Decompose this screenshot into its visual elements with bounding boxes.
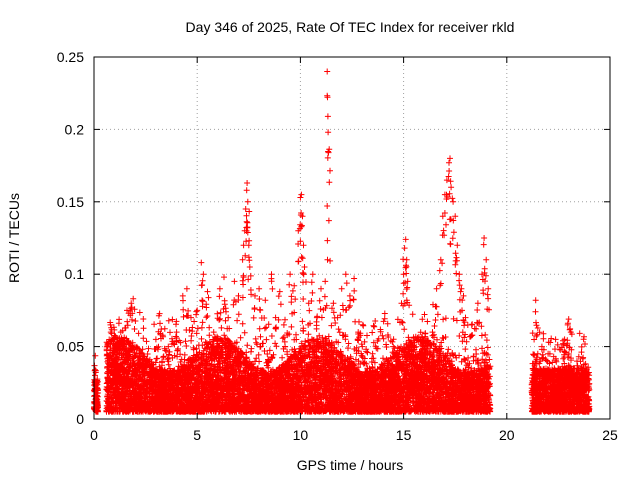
grid-lines	[94, 57, 610, 419]
y-tick-label: 0.15	[57, 194, 84, 210]
y-tick-label: 0.05	[57, 339, 84, 355]
chart-title: Day 346 of 2025, Rate Of TEC Index for r…	[186, 19, 515, 35]
x-tick-labels: 0 5 10 15 20 25	[90, 427, 618, 443]
x-axis-title: GPS time / hours	[297, 457, 404, 473]
axis-ticks	[93, 56, 611, 420]
data-points	[91, 68, 593, 415]
y-tick-label: 0.2	[65, 121, 85, 137]
x-tick-label: 15	[396, 427, 412, 443]
y-tick-labels: 0 0.05 0.1 0.15 0.2 0.25	[57, 49, 84, 427]
y-tick-label: 0	[76, 411, 84, 427]
x-tick-label: 20	[499, 427, 515, 443]
y-tick-label: 0.1	[65, 266, 85, 282]
x-tick-label: 5	[193, 427, 201, 443]
x-tick-label: 25	[602, 427, 618, 443]
y-axis-title: ROTI / TECUs	[6, 193, 22, 283]
y-tick-label: 0.25	[57, 49, 84, 65]
x-tick-label: 10	[293, 427, 309, 443]
plot-frame	[93, 56, 611, 420]
x-tick-label: 0	[90, 427, 98, 443]
scatter-point-marks	[91, 68, 593, 415]
